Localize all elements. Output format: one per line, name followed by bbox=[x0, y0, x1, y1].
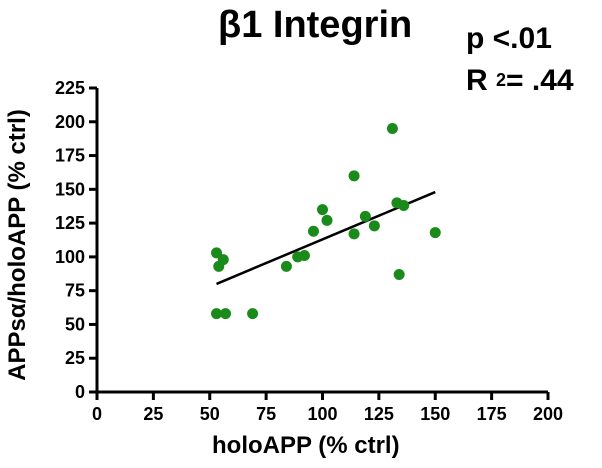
data-point bbox=[217, 254, 229, 266]
data-points bbox=[211, 123, 441, 320]
r-squared-annotation: R 2= .44 bbox=[466, 64, 574, 98]
data-point bbox=[247, 308, 259, 320]
data-point bbox=[220, 308, 232, 320]
y-tick-label: 175 bbox=[55, 146, 85, 166]
data-point bbox=[393, 268, 405, 280]
data-point bbox=[211, 247, 223, 259]
data-point bbox=[359, 210, 371, 222]
y-axis-label: APPsα/holoAPP (% ctrl) bbox=[4, 109, 31, 381]
y-tick-label: 100 bbox=[55, 247, 85, 267]
x-axis-ticks: 0 25 50 75 100 125 150 175 200 bbox=[92, 392, 563, 424]
x-tick-label: 50 bbox=[200, 404, 220, 424]
x-tick-label: 75 bbox=[256, 404, 276, 424]
x-tick-label: 125 bbox=[364, 404, 394, 424]
data-point bbox=[280, 260, 292, 272]
x-tick-label: 100 bbox=[307, 404, 337, 424]
data-point bbox=[348, 228, 360, 240]
data-point bbox=[386, 123, 398, 135]
y-axis-ticks: 0 25 50 75 100 125 150 175 200 225 bbox=[55, 78, 97, 402]
data-point bbox=[321, 214, 333, 226]
x-tick-label: 0 bbox=[92, 404, 102, 424]
y-tick-label: 150 bbox=[55, 179, 85, 199]
data-point bbox=[211, 308, 223, 320]
y-tick-label: 225 bbox=[55, 78, 85, 98]
x-tick-label: 175 bbox=[477, 404, 507, 424]
data-point bbox=[429, 227, 441, 239]
data-point bbox=[398, 200, 410, 212]
r-squared-superscript: 2 bbox=[496, 70, 507, 90]
x-tick-label: 25 bbox=[143, 404, 163, 424]
data-point bbox=[298, 250, 310, 262]
y-tick-label: 50 bbox=[65, 314, 85, 334]
x-axis-label: holoAPP (% ctrl) bbox=[212, 432, 400, 459]
r-squared-value: = .44 bbox=[506, 64, 574, 97]
y-tick-label: 75 bbox=[65, 281, 85, 301]
x-tick-label: 200 bbox=[533, 404, 563, 424]
x-tick-label: 150 bbox=[420, 404, 450, 424]
p-value-annotation: p <.01 bbox=[466, 22, 552, 55]
data-point bbox=[307, 225, 319, 237]
y-tick-label: 125 bbox=[55, 213, 85, 233]
y-tick-label: 0 bbox=[75, 382, 85, 402]
data-point bbox=[317, 204, 328, 216]
chart-title: β1 Integrin bbox=[218, 4, 413, 46]
data-point bbox=[348, 170, 360, 182]
data-point bbox=[368, 220, 380, 232]
y-tick-label: 200 bbox=[55, 112, 85, 132]
y-tick-label: 25 bbox=[65, 348, 85, 368]
r-squared-prefix: R bbox=[466, 64, 496, 97]
